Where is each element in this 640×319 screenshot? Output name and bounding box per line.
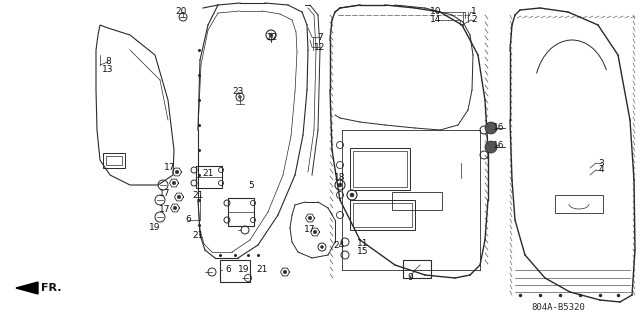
Circle shape [485, 122, 497, 134]
Text: 23: 23 [232, 87, 244, 97]
Text: 21: 21 [192, 231, 204, 240]
Text: 2: 2 [471, 16, 477, 25]
Circle shape [177, 195, 181, 199]
Circle shape [350, 193, 354, 197]
Text: 1: 1 [471, 8, 477, 17]
Text: 3: 3 [598, 159, 604, 167]
Circle shape [269, 33, 273, 37]
Text: 17: 17 [164, 164, 176, 173]
Text: 17: 17 [159, 189, 171, 197]
Text: 4: 4 [598, 166, 604, 174]
Text: 8: 8 [105, 57, 111, 66]
Text: 6: 6 [185, 216, 191, 225]
Text: 11: 11 [357, 239, 369, 248]
Text: 24: 24 [333, 241, 344, 249]
Text: 21: 21 [202, 168, 214, 177]
Text: 21: 21 [192, 190, 204, 199]
Bar [220, 260, 250, 282]
Bar [228, 198, 254, 226]
Text: 16: 16 [493, 140, 505, 150]
Text: 14: 14 [430, 16, 442, 25]
Text: 10: 10 [430, 8, 442, 17]
Circle shape [172, 181, 176, 185]
Circle shape [338, 183, 342, 187]
Bar [106, 156, 122, 165]
Bar [403, 260, 431, 278]
Text: 12: 12 [314, 42, 326, 51]
Text: 18: 18 [334, 174, 346, 182]
Circle shape [239, 95, 241, 99]
Text: FR.: FR. [41, 283, 61, 293]
Bar [555, 195, 603, 213]
Circle shape [321, 246, 323, 249]
Text: 5: 5 [248, 181, 254, 189]
Bar [196, 166, 222, 188]
Bar [392, 192, 442, 210]
Text: 16: 16 [493, 123, 505, 132]
Polygon shape [16, 282, 38, 294]
Text: 6: 6 [225, 265, 231, 275]
Text: 13: 13 [102, 65, 114, 75]
Text: 9: 9 [407, 272, 413, 281]
Circle shape [173, 206, 177, 210]
Text: 15: 15 [357, 248, 369, 256]
Text: 17: 17 [304, 226, 316, 234]
Bar [103, 153, 125, 168]
Text: 20: 20 [175, 8, 187, 17]
Circle shape [283, 270, 287, 274]
Text: 17: 17 [159, 205, 171, 214]
Circle shape [485, 141, 497, 153]
Circle shape [313, 230, 317, 234]
Circle shape [175, 170, 179, 174]
Text: 22: 22 [266, 33, 278, 41]
Bar [350, 148, 410, 190]
Bar [353, 151, 407, 187]
Text: 804A-B5320: 804A-B5320 [531, 303, 585, 313]
Text: 19: 19 [238, 265, 250, 275]
Text: 7: 7 [317, 33, 323, 41]
Text: 21: 21 [256, 265, 268, 275]
Circle shape [308, 216, 312, 220]
Text: 19: 19 [149, 224, 161, 233]
Bar [350, 200, 415, 230]
Bar [353, 203, 412, 227]
